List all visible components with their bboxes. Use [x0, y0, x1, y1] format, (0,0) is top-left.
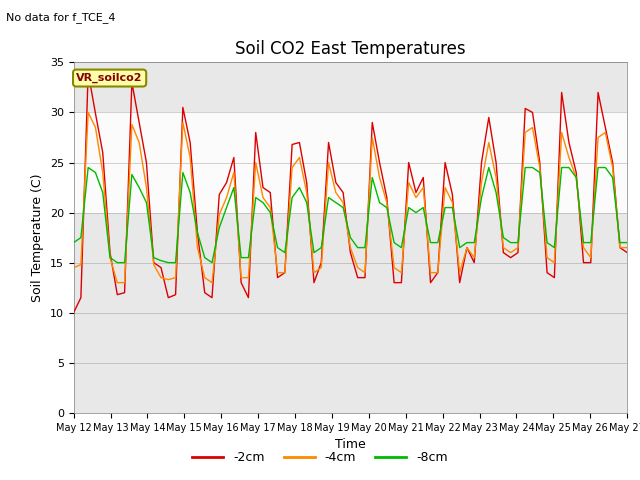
Bar	[74, 112, 627, 213]
Text: VR_soilco2: VR_soilco2	[76, 73, 143, 83]
Text: No data for f_TCE_4: No data for f_TCE_4	[6, 12, 116, 23]
X-axis label: Time: Time	[335, 438, 366, 451]
Title: Soil CO2 East Temperatures: Soil CO2 East Temperatures	[235, 40, 466, 58]
Legend: -2cm, -4cm, -8cm: -2cm, -4cm, -8cm	[187, 446, 453, 469]
Y-axis label: Soil Temperature (C): Soil Temperature (C)	[31, 173, 44, 302]
